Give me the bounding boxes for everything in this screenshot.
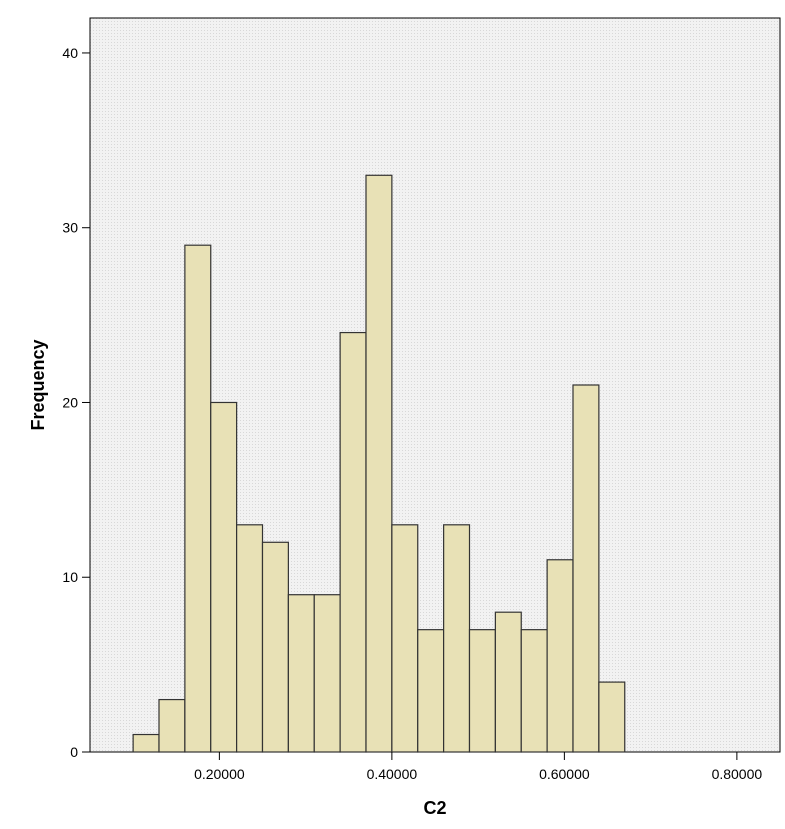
x-tick-label: 0.60000 xyxy=(539,766,590,782)
bars-group xyxy=(132,174,626,753)
histogram-bar xyxy=(236,524,264,753)
histogram-bar xyxy=(132,733,160,753)
histogram-bar xyxy=(572,384,600,753)
y-tick-label: 0 xyxy=(70,744,78,760)
x-tick-label: 0.40000 xyxy=(367,766,418,782)
histogram-bar xyxy=(546,559,574,753)
y-tick-label: 30 xyxy=(62,220,78,236)
x-tick-label: 0.20000 xyxy=(194,766,245,782)
x-axis-label: C2 xyxy=(423,798,446,818)
histogram-bar xyxy=(210,401,238,753)
y-tick-label: 10 xyxy=(62,569,78,585)
histogram-bar xyxy=(468,629,496,753)
histogram-bar xyxy=(287,594,315,753)
histogram-bar xyxy=(520,629,548,753)
histogram-bar xyxy=(598,681,626,753)
x-tick-label: 0.80000 xyxy=(712,766,763,782)
histogram-bar xyxy=(339,331,367,753)
histogram-bar xyxy=(417,629,445,753)
histogram-bar xyxy=(443,524,471,753)
x-axis: 0.20000 0.40000 0.60000 0.80000 xyxy=(194,752,762,782)
histogram-bar xyxy=(313,594,341,753)
histogram-bar xyxy=(158,698,186,753)
histogram-bar xyxy=(184,244,212,753)
y-tick-label: 40 xyxy=(62,45,78,61)
histogram-bar xyxy=(391,524,419,753)
histogram-bar xyxy=(365,174,393,753)
histogram-bar xyxy=(494,611,522,753)
y-axis-label: Frequency xyxy=(28,339,48,430)
histogram-bar xyxy=(261,541,289,753)
y-tick-label: 20 xyxy=(62,394,78,410)
y-axis: 0 10 20 30 40 xyxy=(62,45,90,760)
